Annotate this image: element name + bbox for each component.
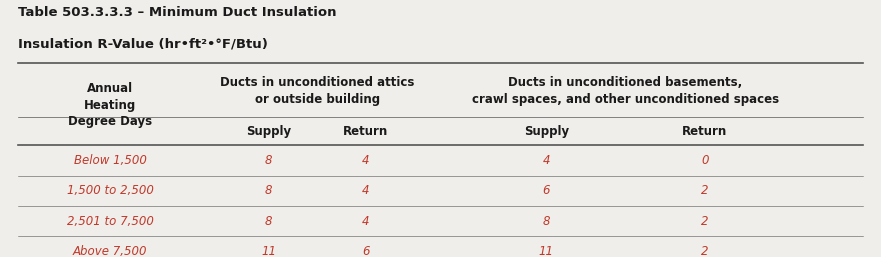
Text: 1,500 to 2,500: 1,500 to 2,500 — [67, 184, 153, 197]
Text: Annual
Heating
Degree Days: Annual Heating Degree Days — [68, 82, 152, 128]
Text: 0: 0 — [701, 154, 708, 167]
Text: 8: 8 — [265, 215, 272, 227]
Text: 2: 2 — [701, 215, 708, 227]
Text: 2: 2 — [701, 184, 708, 197]
Text: Supply: Supply — [246, 125, 292, 137]
Text: Insulation R-Value (hr•ft²•°F/Btu): Insulation R-Value (hr•ft²•°F/Btu) — [18, 37, 268, 50]
Text: 11: 11 — [261, 245, 277, 257]
Text: Below 1,500: Below 1,500 — [74, 154, 146, 167]
Text: 2: 2 — [701, 245, 708, 257]
Text: Return: Return — [343, 125, 389, 137]
Text: Above 7,500: Above 7,500 — [73, 245, 147, 257]
Text: Ducts in unconditioned basements,
crawl spaces, and other unconditioned spaces: Ducts in unconditioned basements, crawl … — [472, 77, 779, 106]
Text: 8: 8 — [265, 184, 272, 197]
Text: Return: Return — [682, 125, 728, 137]
Text: 4: 4 — [362, 215, 369, 227]
Text: 8: 8 — [265, 154, 272, 167]
Text: 11: 11 — [538, 245, 554, 257]
Text: 6: 6 — [362, 245, 369, 257]
Text: 8: 8 — [543, 215, 550, 227]
Text: Ducts in unconditioned attics
or outside building: Ducts in unconditioned attics or outside… — [220, 77, 414, 106]
Text: 4: 4 — [362, 184, 369, 197]
Text: Table 503.3.3.3 – Minimum Duct Insulation: Table 503.3.3.3 – Minimum Duct Insulatio… — [18, 6, 337, 20]
Text: 4: 4 — [543, 154, 550, 167]
Text: 2,501 to 7,500: 2,501 to 7,500 — [67, 215, 153, 227]
Text: 4: 4 — [362, 154, 369, 167]
Text: Supply: Supply — [523, 125, 569, 137]
Text: 6: 6 — [543, 184, 550, 197]
